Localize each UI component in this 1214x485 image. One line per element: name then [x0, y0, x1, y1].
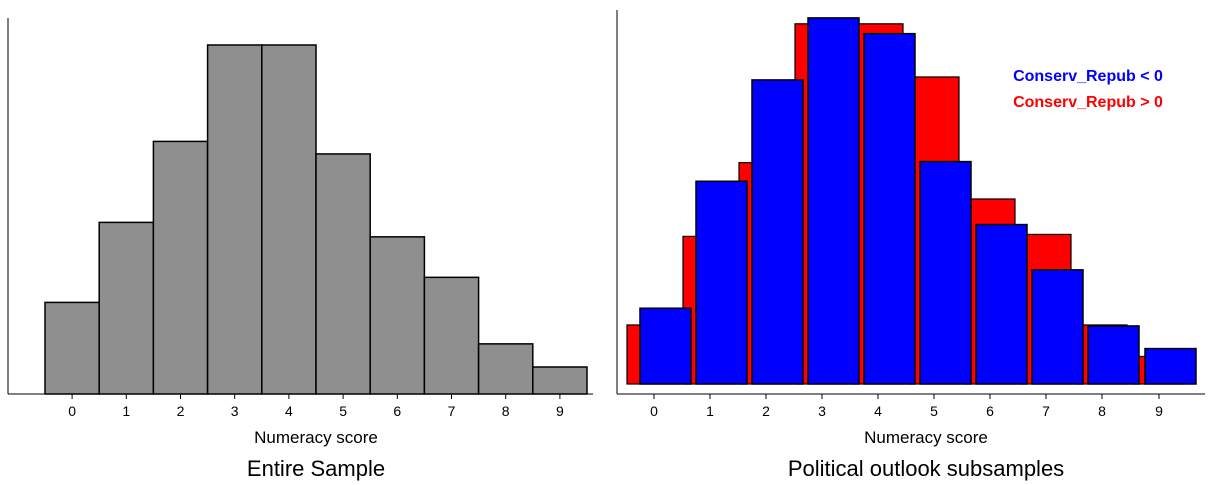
- x-tick-label: 3: [231, 403, 239, 419]
- x-tick-label: 5: [339, 403, 347, 419]
- x-tick-label: 6: [393, 403, 401, 419]
- blue-bar-4: [863, 32, 916, 385]
- bar-2: [152, 140, 209, 395]
- bar-8: [477, 343, 534, 395]
- x-tick-label: 1: [122, 403, 130, 419]
- right-chart-title: Political outlook subsamples: [788, 456, 1064, 481]
- x-tick-label: 4: [285, 403, 293, 419]
- x-tick-label: 0: [68, 403, 76, 419]
- blue-bar-3: [807, 17, 860, 385]
- x-tick-label: 4: [874, 403, 882, 419]
- right-x-axis-label: Numeracy score: [864, 428, 988, 447]
- bar-6: [369, 236, 426, 395]
- left-x-axis-label: Numeracy score: [254, 428, 378, 447]
- x-tick-label: 8: [1098, 403, 1106, 419]
- blue-bar-1: [695, 180, 748, 385]
- x-tick-label: 9: [556, 403, 564, 419]
- x-tick-label: 8: [502, 403, 510, 419]
- bar-0: [44, 301, 100, 395]
- bar-9: [532, 366, 588, 395]
- bar-1: [98, 221, 155, 395]
- bar-4: [261, 44, 317, 395]
- blue-bar-0: [639, 307, 692, 385]
- political-subsamples-chart: 0 1 2 3 4 5 6 7 8 9 Conserv_Repub < 0 Conserv_Rep…: [616, 10, 1205, 481]
- blue-bar-9: [1144, 347, 1197, 385]
- bar-5: [315, 153, 371, 395]
- bar-7: [423, 276, 480, 395]
- x-tick-label: 9: [1155, 403, 1163, 419]
- x-tick-label: 1: [706, 403, 714, 419]
- x-tick-label: 0: [650, 403, 658, 419]
- blue-bar-6: [975, 223, 1028, 385]
- x-tick-label: 3: [818, 403, 826, 419]
- right-legend-red: Conserv_Repub > 0: [1013, 94, 1163, 111]
- x-tick-label: 7: [1042, 403, 1050, 419]
- blue-bar-5: [919, 160, 972, 385]
- x-tick-label: 2: [177, 403, 185, 419]
- blue-bar-2: [751, 79, 804, 385]
- x-tick-label: 7: [448, 403, 456, 419]
- x-tick-label: 6: [986, 403, 994, 419]
- blue-bar-7: [1031, 269, 1084, 385]
- entire-sample-chart: 0 1 2 3 4 5 6 7 8 9 Numeracy score Entire Sample: [7, 18, 593, 481]
- left-chart-title: Entire Sample: [247, 456, 385, 481]
- x-tick-label: 2: [762, 403, 770, 419]
- right-legend-blue: Conserv_Repub < 0: [1013, 68, 1163, 85]
- x-tick-label: 5: [930, 403, 938, 419]
- blue-bar-8: [1087, 325, 1140, 385]
- bar-3: [206, 44, 263, 395]
